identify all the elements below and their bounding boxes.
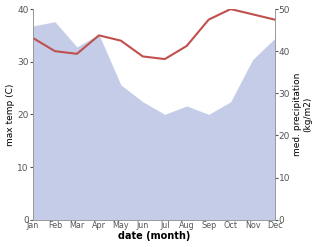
Y-axis label: max temp (C): max temp (C) (5, 83, 15, 145)
X-axis label: date (month): date (month) (118, 231, 190, 242)
Y-axis label: med. precipitation
(kg/m2): med. precipitation (kg/m2) (293, 73, 313, 156)
